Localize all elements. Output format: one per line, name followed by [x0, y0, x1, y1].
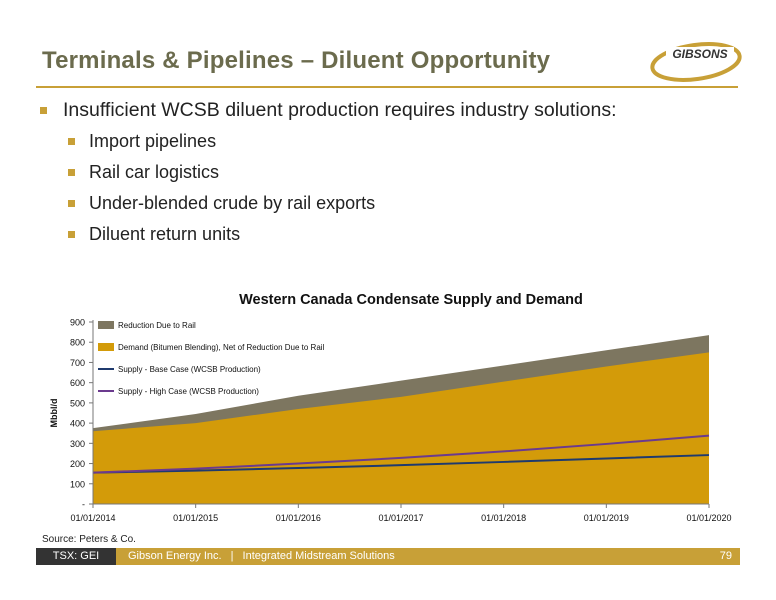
- gibsons-logo: GIBSONS: [648, 38, 748, 82]
- x-tick-label: 01/01/2014: [70, 513, 115, 523]
- bullet-main: Insufficient WCSB diluent production req…: [40, 94, 760, 126]
- legend-entry: Supply - High Case (WCSB Production): [118, 387, 259, 396]
- chart-svg: Western Canada Condensate Supply and Dem…: [49, 292, 732, 523]
- bullet-square-icon: [68, 231, 75, 238]
- slide-title: Terminals & Pipelines – Diluent Opportun…: [42, 47, 551, 74]
- y-tick-label: 700: [70, 358, 85, 368]
- bullet-square-icon: [68, 169, 75, 176]
- x-tick-label: 01/01/2017: [378, 513, 423, 523]
- x-tick-label: 01/01/2020: [686, 513, 731, 523]
- y-tick-label: 400: [70, 419, 85, 429]
- bullet-main-text: Insufficient WCSB diluent production req…: [63, 98, 617, 121]
- sub-bullet: Import pipelines: [40, 126, 760, 157]
- x-tick-label: 01/01/2019: [584, 513, 629, 523]
- condensate-chart: Western Canada Condensate Supply and Dem…: [40, 284, 760, 534]
- bullet-square-icon: [40, 106, 47, 114]
- legend-entry: Reduction Due to Rail: [118, 321, 196, 330]
- sub-bullet-text: Import pipelines: [89, 131, 217, 151]
- x-tick-label: 01/01/2016: [276, 513, 321, 523]
- footer-separator: |: [230, 550, 234, 562]
- sub-bullet: Under-blended crude by rail exports: [40, 188, 760, 219]
- sub-bullet-text: Diluent return units: [89, 224, 241, 244]
- y-tick-label: 100: [70, 479, 85, 489]
- legend-swatch: [98, 343, 114, 351]
- legend-swatch: [98, 321, 114, 329]
- y-tick-label: 200: [70, 459, 85, 469]
- bullet-square-icon: [68, 200, 75, 207]
- y-tick-label: 800: [70, 338, 85, 348]
- bullet-square-icon: [68, 138, 75, 145]
- series-line-supply-base-case: [92, 454, 710, 474]
- logo-text: GIBSONS: [672, 47, 727, 61]
- footer-tagline: Integrated Midstream Solutions: [242, 550, 395, 562]
- sub-bullet-text: Rail car logistics: [89, 162, 220, 182]
- sub-bullet: Diluent return units: [40, 219, 760, 250]
- y-tick-label: 900: [70, 318, 85, 328]
- y-axis-label: Mbbl/d: [49, 399, 59, 428]
- legend-entry: Demand (Bitumen Blending), Net of Reduct…: [118, 343, 325, 352]
- footer-bar: TSX: GEI Gibson Energy Inc. | Integrated…: [36, 548, 740, 565]
- sub-bullet-text: Under-blended crude by rail exports: [89, 193, 376, 213]
- sub-bullet: Rail car logistics: [40, 157, 760, 188]
- chart-title: Western Canada Condensate Supply and Dem…: [239, 292, 583, 308]
- y-tick-label: 300: [70, 439, 85, 449]
- title-divider: [36, 86, 738, 88]
- x-tick-label: 01/01/2018: [481, 513, 526, 523]
- series-line-supply-high-case: [92, 434, 710, 474]
- footer-company: Gibson Energy Inc.: [128, 550, 222, 562]
- bullet-list: Insufficient WCSB diluent production req…: [40, 94, 760, 250]
- source-note: Source: Peters & Co.: [42, 534, 136, 545]
- footer-text: Gibson Energy Inc. | Integrated Midstrea…: [128, 548, 395, 565]
- ticker-label: TSX: GEI: [36, 548, 116, 565]
- y-tick-label: 600: [70, 378, 85, 388]
- y-tick-label: 500: [70, 398, 85, 408]
- logo-swoosh: [650, 42, 742, 82]
- y-tick-label: -: [82, 500, 85, 510]
- series-area-demand: [93, 352, 709, 504]
- page-number: 79: [719, 550, 732, 562]
- legend-entry: Supply - Base Case (WCSB Production): [118, 365, 261, 374]
- x-tick-label: 01/01/2015: [173, 513, 218, 523]
